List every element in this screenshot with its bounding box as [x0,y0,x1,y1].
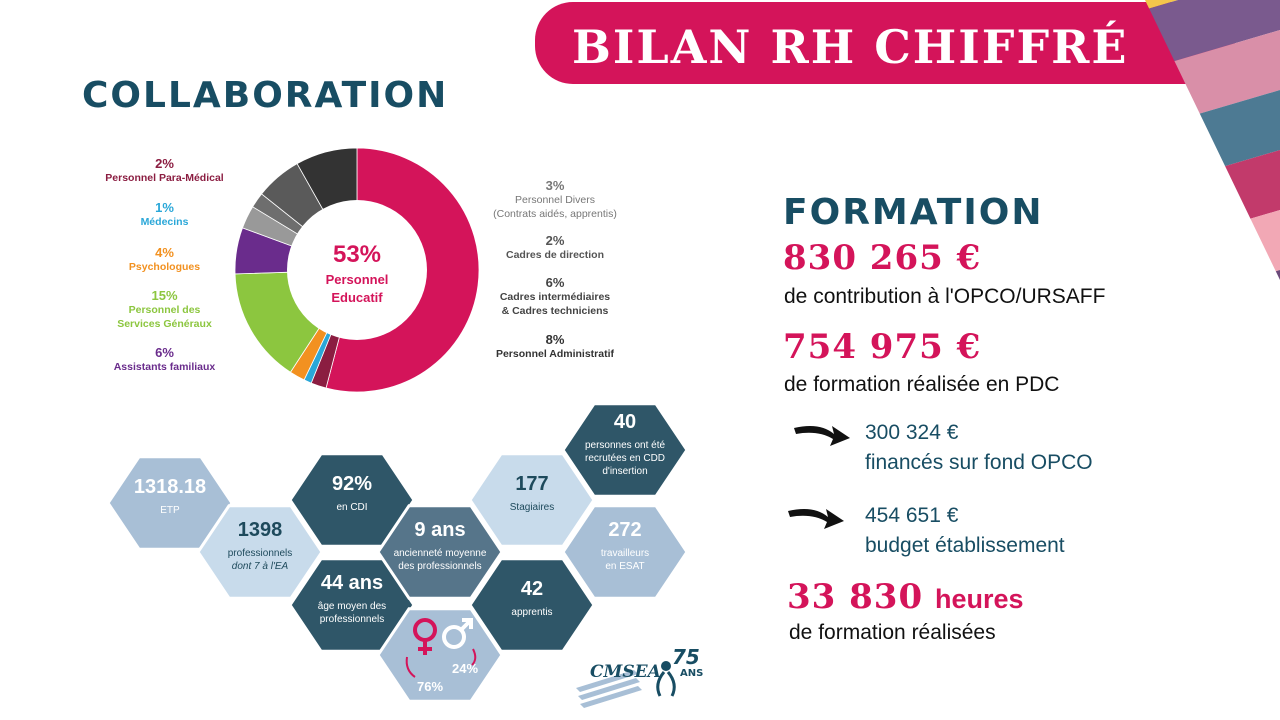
label-medecins: 1% Médecins [140,200,189,228]
hr-stats-hexagons: 1318.18 ETP 1398 professionnels dont 7 à l'E… [106,402,689,703]
hexagon-value-6: 42 [521,578,543,600]
donut-center-line1: Personnel [326,272,389,287]
hexagon-label-6-0: apprentis [511,607,552,618]
label-para-medical: 2% Personnel Para-Médical [105,156,224,184]
hexagon-7 [561,402,689,498]
logo-ans: ANS [680,668,704,679]
hexagon-4 [376,504,504,600]
hours-desc: de formation réalisées [789,621,996,644]
hexagon-label-8-0: travailleurs [601,548,649,559]
hexagon-5 [468,452,596,548]
hexagon-label-1-1: dont 7 à l'EA [232,561,289,572]
hexagon-value-1: 1398 [238,519,283,541]
hexagon-label-7-2: d'insertion [602,466,647,477]
hexagon-1 [196,504,324,600]
label-cadres-direction: 2% Cadres de direction [505,233,605,261]
hours-word: heures [935,584,1024,614]
cmsea-logo-icon [576,661,676,708]
donut-center-line2: Educatif [331,290,383,305]
hexagon-label-1-0: professionnels [228,548,292,559]
hexagon-label-7-0: personnes ont été [585,440,665,451]
hexagon-label-0-0: ETP [160,505,180,516]
logo-years: 75 [672,645,700,669]
male-pct: 24% [452,661,478,676]
donut-hole [287,200,427,340]
budget-desc: budget établissement [865,534,1065,557]
hexagon-label-3-0: âge moyen des [318,601,386,612]
arrow-right-icon-2 [788,509,844,529]
hexagon-6 [468,557,596,653]
opco-desc: financés sur fond OPCO [865,451,1093,474]
staff-donut-chart: 53% Personnel Educatif [234,147,480,393]
hexagon-value-2: 92% [332,473,372,495]
hexagon-value-5: 177 [515,473,548,495]
hexagon-value-4: 9 ans [414,519,465,541]
hexagon-9 [376,607,504,703]
hexagon-label-7-1: recrutées en CDD [585,453,665,464]
formation-heading: FORMATION [783,192,1044,233]
hours-amount: 33 830 [787,577,924,617]
label-personnel-administratif: 8% Personnel Administratif [495,332,615,360]
hexagon-label-4-0: ancienneté moyenne [394,548,487,559]
hexagon-value-0: 1318.18 [134,476,206,498]
realised-desc: de formation réalisée en PDC [784,373,1060,396]
opco-amount: 300 324 € [865,421,959,444]
hexagon-label-2-0: en CDI [336,502,367,513]
hexagon-value-3: 44 ans [321,572,383,594]
collaboration-heading: COLLABORATION [82,75,449,116]
label-assistants-familiaux: 6% Assistants familiaux [113,345,216,373]
realised-amount: 754 975 € [783,327,982,367]
gender-icon [405,618,477,678]
hexagon-8 [561,504,689,600]
page-title: BILAN RH CHIFFRÉ [572,20,1129,74]
contribution-desc: de contribution à l'OPCO/URSAFF [784,285,1106,308]
hexagon-value-8: 272 [608,519,641,541]
hexagon-label-4-1: des professionnels [398,561,481,572]
label-cadres-intermediaires: 6% Cadres intermédiaires & Cadres techni… [499,275,611,317]
hexagon-value-7: 40 [614,411,636,433]
label-psychologues: 4% Psychologues [128,245,201,273]
donut-center-pct: 53% [333,241,381,268]
hexagon-label-8-1: en ESAT [605,561,644,572]
hexagon-label-3-1: professionnels [320,614,384,625]
female-pct: 76% [417,679,443,694]
title-banner [535,2,1235,84]
hexagon-label-5-0: Stagiaires [510,502,554,513]
decorative-stripes [1145,0,1280,280]
budget-amount: 454 651 € [865,504,959,527]
logo-text: CMSEA [590,662,661,682]
arrow-right-icon [794,426,850,446]
label-services-generaux: 15% Personnel des Services Généraux [117,288,212,330]
contribution-amount: 830 265 € [783,238,982,278]
label-personnel-divers: 3% Personnel Divers (Contrats aidés, app… [493,178,617,220]
